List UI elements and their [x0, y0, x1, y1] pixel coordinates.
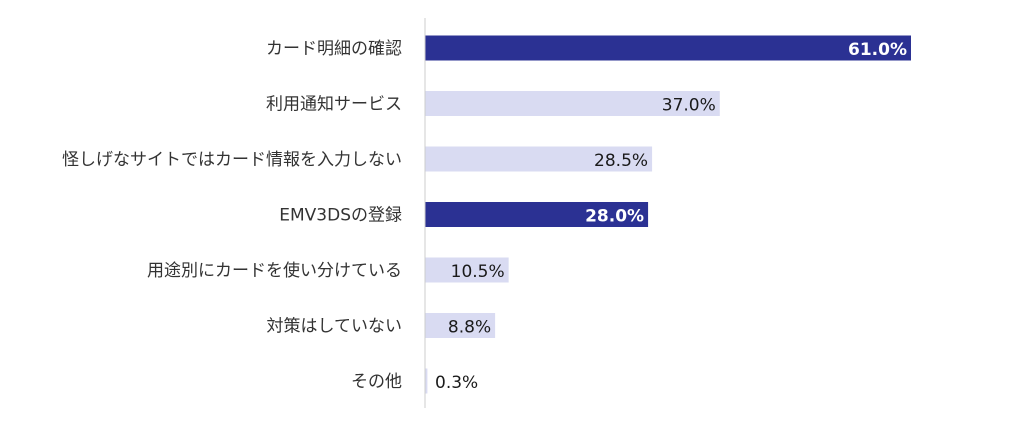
value-label-4: 28.0%	[585, 207, 644, 227]
bar-3	[425, 146, 653, 172]
bar-4	[425, 202, 649, 227]
value-label-6: 8.8%	[448, 318, 491, 338]
value-label-7: 0.3%	[435, 373, 478, 393]
bar-7	[425, 368, 428, 394]
value-label-1: 61.0%	[848, 40, 907, 60]
category-label-4: EMV3DSの登録	[279, 206, 402, 226]
bar-5	[425, 257, 509, 283]
value-label-3: 28.5%	[594, 151, 648, 171]
category-label-7: その他	[351, 372, 402, 392]
value-labels-layer: 61.0% 37.0% 28.5% 28.0% 10.5% 8.8% 0.3%	[435, 40, 907, 393]
bar-1	[425, 35, 911, 61]
category-label-6: 対策はしていない	[267, 317, 403, 337]
category-label-3: 怪しげなサイトではカード情報を入力しない	[62, 150, 402, 170]
value-label-5: 10.5%	[451, 262, 505, 282]
bar-2	[425, 91, 720, 116]
value-label-2: 37.0%	[662, 96, 716, 116]
category-label-2: 利用通知サービス	[266, 95, 402, 115]
bars-layer	[425, 35, 911, 394]
category-label-5: 用途別にカードを使い分けている	[147, 260, 402, 281]
category-label-1: カード明細の確認	[266, 39, 402, 59]
bar-6	[425, 313, 496, 338]
